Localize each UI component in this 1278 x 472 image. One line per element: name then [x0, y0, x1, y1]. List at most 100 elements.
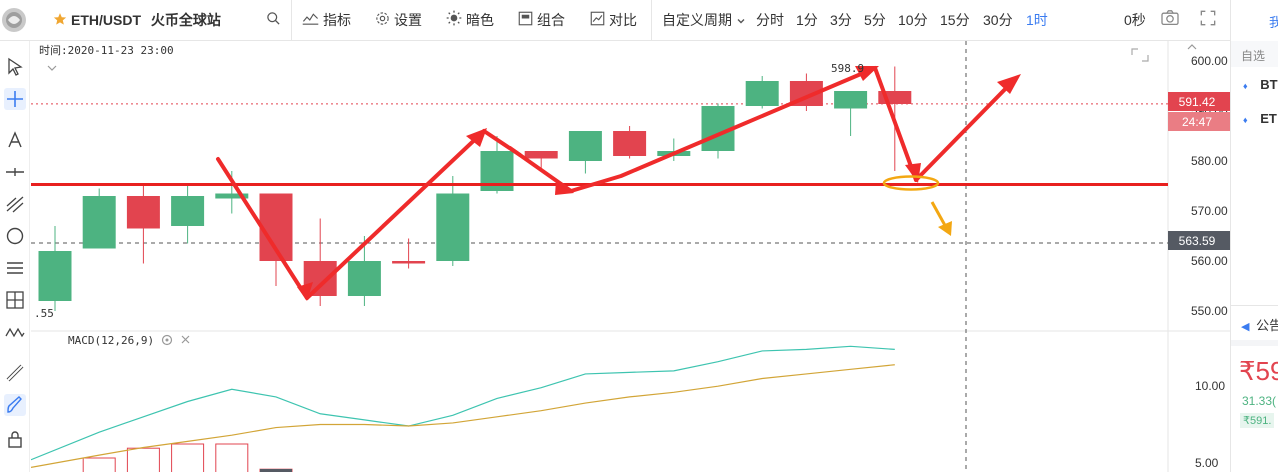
candles-group: [38, 66, 912, 311]
arrow-segment: [873, 66, 918, 182]
settings-button[interactable]: 设置: [375, 0, 422, 41]
brush-icon[interactable]: [4, 394, 26, 416]
candle-body[interactable]: [436, 193, 470, 262]
macd-histogram-bar: [82, 457, 116, 472]
candle-body[interactable]: [745, 81, 779, 106]
app-logo[interactable]: [0, 0, 37, 41]
settings-label: 设置: [394, 12, 422, 28]
custom-period-dropdown[interactable]: 自定义周期: [662, 0, 746, 41]
macd-tick-label: 10.00: [1195, 379, 1225, 393]
arrowhead-icon: [555, 180, 574, 195]
period-tab[interactable]: 分时: [756, 12, 784, 28]
arrow-segment: [305, 129, 486, 300]
highlight-ellipse[interactable]: [882, 175, 940, 191]
symbol-selector[interactable]: ETH/USDT 火币全球站: [53, 0, 221, 41]
indicators-label: 指标: [323, 12, 351, 28]
macd-settings-icon[interactable]: [161, 334, 173, 346]
circle-tool-icon[interactable]: [4, 225, 26, 247]
arrow-heads: [297, 66, 1021, 301]
trend-line-icon[interactable]: [4, 193, 26, 215]
watchlist-item[interactable]: ♦ BT: [1243, 77, 1278, 92]
watchlist-tab[interactable]: 自选: [1241, 49, 1266, 63]
watchlist-item-symbol: ET: [1260, 111, 1277, 126]
candle-body[interactable]: [171, 196, 205, 226]
screenshot-button[interactable]: [1160, 0, 1180, 41]
search-button[interactable]: [266, 0, 285, 41]
arrowhead-icon: [997, 74, 1021, 94]
announcement-label: 公告: [1256, 318, 1278, 333]
candle-body[interactable]: [568, 131, 602, 161]
compare-label: 对比: [609, 12, 637, 28]
top-toolbar: ETH/USDT 火币全球站 指标 设置 暗色 组合 对比 自定义周期: [0, 0, 1230, 41]
favorite-star-icon[interactable]: [53, 1, 67, 42]
price-tick-label: 570.00: [1191, 204, 1228, 218]
macd-histogram-bar: [171, 443, 205, 472]
candle-body[interactable]: [215, 193, 249, 199]
grid-tool-icon[interactable]: [4, 289, 26, 311]
collapse-up-icon[interactable]: [1187, 44, 1197, 50]
candle-body[interactable]: [524, 151, 558, 159]
drawing-toolbar: [0, 41, 30, 472]
cursor-arrow-icon[interactable]: [4, 56, 26, 78]
price-tick-label: 600.00: [1191, 54, 1228, 68]
ticker-sub-price: ₹591.: [1240, 413, 1275, 428]
macd-histogram-bar: [260, 469, 292, 472]
horizontal-line-icon[interactable]: [4, 161, 26, 183]
indicators-button[interactable]: 指标: [302, 0, 351, 41]
bar-countdown-value: 24:47: [1182, 115, 1212, 129]
wave-tool-icon[interactable]: [4, 321, 26, 343]
candle-body[interactable]: [38, 251, 72, 301]
period-tab[interactable]: 30分: [983, 12, 1013, 28]
macd-close-icon[interactable]: [181, 335, 190, 344]
candle-body[interactable]: [613, 131, 647, 156]
crosshair-icon[interactable]: [4, 88, 26, 110]
compare-button[interactable]: 对比: [590, 0, 637, 41]
chevron-down-icon: [736, 1, 746, 42]
candle-body[interactable]: [834, 91, 868, 109]
period-tab[interactable]: 3分: [830, 12, 852, 28]
expand-icon[interactable]: [1131, 48, 1149, 62]
arrow-segment: [914, 76, 1018, 182]
theme-button[interactable]: 暗色: [446, 0, 494, 41]
drawn-arrows[interactable]: [216, 66, 1018, 300]
announcement-section[interactable]: ◀ 公告: [1241, 315, 1278, 334]
ticker-price: ₹59: [1239, 356, 1278, 386]
candle-body[interactable]: [126, 196, 160, 229]
arrowhead-icon: [466, 128, 487, 147]
sun-icon: [446, 1, 462, 42]
right-panel-top-tab[interactable]: 我: [1269, 12, 1278, 31]
search-icon: [266, 1, 281, 42]
high-price-label: 598.9: [831, 62, 864, 75]
price-tick-label: 580.00: [1191, 154, 1228, 168]
candle-body[interactable]: [392, 261, 426, 264]
watchlist-item[interactable]: ♦ ET: [1243, 111, 1277, 126]
ruler-icon[interactable]: [4, 362, 26, 384]
macd-pane: 10.00 5.00: [31, 345, 1225, 472]
period-tab-active[interactable]: 1时: [1026, 12, 1048, 28]
parallel-lines-icon[interactable]: [4, 257, 26, 279]
period-tab[interactable]: 10分: [898, 12, 928, 28]
fullscreen-button[interactable]: [1200, 0, 1216, 41]
candle-body[interactable]: [347, 261, 381, 296]
collapse-chevron-icon[interactable]: [47, 65, 57, 71]
macd-dif-line: [31, 345, 895, 461]
price-tick-label: 560.00: [1191, 254, 1228, 268]
layout-icon: [518, 1, 533, 42]
price-tick-label: 550.00: [1191, 304, 1228, 318]
arrow-segment: [216, 157, 309, 300]
last-price-value: 591.42: [1179, 95, 1216, 109]
text-tool-icon[interactable]: [4, 129, 26, 151]
speaker-icon: ◀: [1241, 321, 1250, 333]
indicator-chart-icon: [302, 1, 319, 42]
period-tab[interactable]: 1分: [796, 12, 818, 28]
flame-icon: ♦: [1243, 115, 1248, 125]
flame-icon: ♦: [1243, 81, 1248, 91]
lock-icon[interactable]: [4, 428, 26, 450]
combo-button[interactable]: 组合: [518, 0, 565, 41]
period-tab[interactable]: 5分: [864, 12, 886, 28]
camera-icon: [1160, 1, 1180, 42]
period-tab[interactable]: 15分: [940, 12, 970, 28]
candle-body[interactable]: [82, 196, 116, 249]
